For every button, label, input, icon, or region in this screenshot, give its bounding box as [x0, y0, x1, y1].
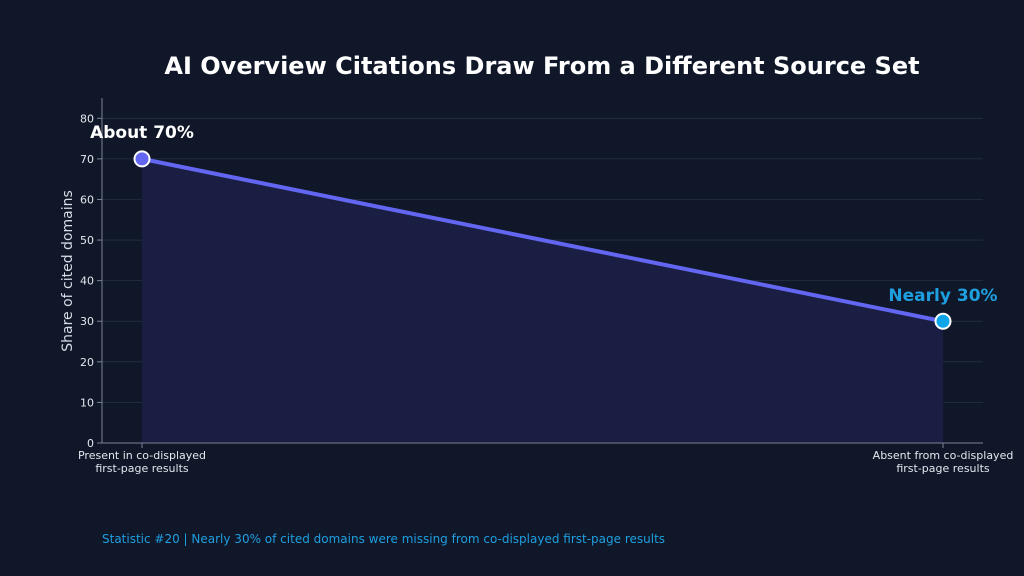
data-point [133, 150, 151, 168]
chart-title: AI Overview Citations Draw From a Differ… [164, 52, 919, 80]
series-line-segment [140, 156, 945, 324]
data-points [133, 150, 952, 330]
area-under-line [142, 158, 943, 443]
y-tick-label: 10 [80, 396, 94, 409]
footer-statistic: Statistic #20 | Nearly 30% of cited doma… [102, 532, 666, 546]
y-tick-label: 70 [80, 153, 94, 166]
x-tick-label: Absent from co-displayed [873, 449, 1014, 462]
y-tick-label: 80 [80, 112, 94, 125]
x-tick-label: first-page results [95, 462, 189, 475]
y-tick-label: 30 [80, 315, 94, 328]
axes: 0 10 20 30 40 50 60 70 80 Present in co-displayed… [78, 98, 1013, 475]
y-tick-label: 0 [87, 437, 94, 450]
series-line [140, 156, 945, 324]
labels: About 70% Nearly 30% [90, 123, 997, 306]
y-tick-label: 50 [80, 234, 94, 247]
annotation-about-70: About 70% [90, 123, 194, 143]
data-point [934, 312, 952, 330]
y-axis-label: Share of cited domains [60, 190, 76, 352]
x-tick-label: first-page results [896, 462, 990, 475]
annotation-nearly-30: Nearly 30% [888, 286, 997, 306]
y-tick-label: 60 [80, 193, 94, 206]
area-fill [142, 158, 943, 443]
x-tick-label: Present in co-displayed [78, 449, 206, 462]
y-tick-label: 40 [80, 275, 94, 288]
y-tick-label: 20 [80, 356, 94, 369]
